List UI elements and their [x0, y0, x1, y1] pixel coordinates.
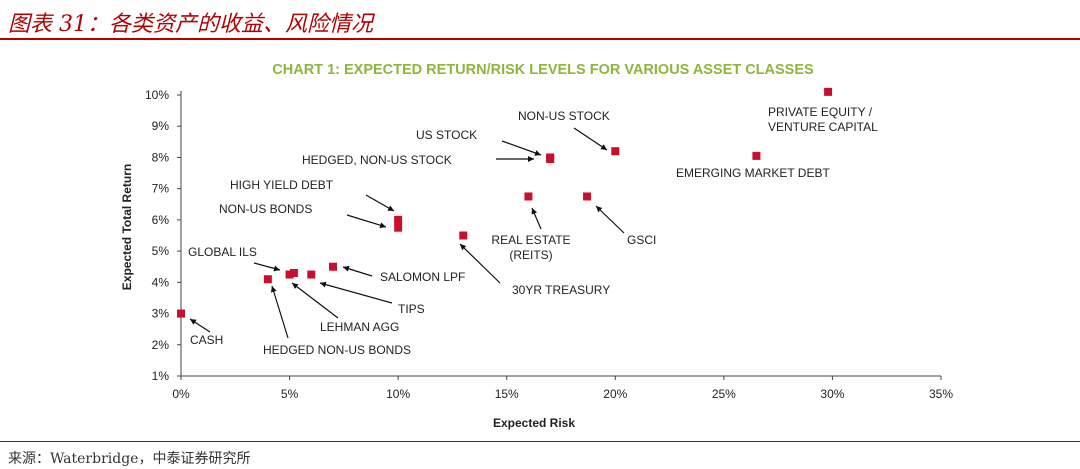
data-point-label: US STOCK: [416, 128, 477, 142]
y-tick-label: 1%: [152, 369, 170, 383]
x-tick-label: 10%: [386, 387, 410, 401]
data-point-marker: [285, 270, 294, 279]
data-points: [177, 87, 833, 318]
x-tick-label: 25%: [712, 387, 736, 401]
data-point-marker: [177, 309, 185, 318]
data-point-label: GSCI: [627, 233, 656, 247]
data-point-marker: [611, 147, 620, 156]
x-tick-label: 5%: [281, 387, 299, 401]
data-point-marker: [289, 268, 298, 277]
data-point-label: NON-US STOCK: [518, 109, 610, 123]
data-point-marker: [824, 87, 833, 96]
label-arrow: [459, 243, 501, 284]
data-point-label: REAL ESTATE (REITS): [491, 233, 570, 262]
label-arrow: [365, 194, 395, 212]
data-point-label: SALOMON LPF: [380, 270, 465, 284]
x-tick-label: 30%: [820, 387, 844, 401]
footer-source: 来源：Waterbridge，中泰证券研究所: [8, 451, 251, 467]
x-axis-title: Expected Risk: [493, 416, 575, 430]
data-point-label: PRIVATE EQUITY / VENTURE CAPITAL: [768, 105, 878, 134]
data-point-label: TIPS: [398, 302, 425, 316]
data-point-marker: [394, 215, 403, 224]
x-tick-label: 15%: [495, 387, 519, 401]
data-point-marker: [524, 192, 533, 201]
x-tick-label: 35%: [929, 387, 953, 401]
y-tick-label: 4%: [152, 275, 170, 289]
data-point-label: HIGH YIELD DEBT: [230, 178, 334, 192]
scatter-chart: CHART 1: EXPECTED RETURN/RISK LEVELS FOR…: [120, 62, 953, 430]
data-point-label: GLOBAL ILS: [188, 245, 257, 259]
x-tick-label: 0%: [172, 387, 190, 401]
y-tick-label: 6%: [152, 213, 170, 227]
data-point-marker: [583, 192, 592, 201]
y-tick-label: 8%: [152, 150, 170, 164]
label-arrow: [531, 207, 542, 230]
y-tick-label: 10%: [145, 88, 169, 102]
data-point-label: 30YR TREASURY: [512, 283, 610, 297]
data-point-label: LEHMAN AGG: [320, 320, 399, 334]
label-arrow: [595, 205, 625, 234]
data-point-marker: [394, 223, 403, 232]
data-point-marker: [752, 151, 761, 160]
data-point-label: NON-US BONDS: [219, 202, 312, 216]
data-point-label: HEDGED NON-US BONDS: [263, 343, 411, 357]
label-arrow: [270, 285, 289, 339]
data-point-marker: [329, 262, 337, 271]
label-arrow: [573, 127, 608, 151]
x-tick-label: 20%: [603, 387, 627, 401]
figure-header-title: 图表 31：各类资产的收益、风险情况: [8, 12, 373, 37]
label-arrow: [253, 262, 281, 272]
y-tick-label: 7%: [152, 182, 170, 196]
y-tick-label: 3%: [152, 307, 170, 321]
axes: 1% 2% 3% 4% 5% 6% 7% 8% 9% 10% 0% 5% 10% 15% 20% 25% 30%…: [145, 88, 953, 401]
data-point-marker: [307, 270, 316, 279]
label-arrow: [189, 318, 211, 333]
chart-title: CHART 1: EXPECTED RETURN/RISK LEVELS FOR…: [272, 62, 814, 78]
footer-divider: [0, 441, 1080, 442]
point-labels: CASH GLOBAL ILS HEDGED NON-US BONDS LEHMAN …: [188, 105, 878, 357]
header-divider: [0, 38, 1080, 40]
y-tick-label: 5%: [152, 244, 170, 258]
y-tick-label: 9%: [152, 119, 170, 133]
label-arrow: [501, 140, 542, 156]
y-tick-label: 2%: [152, 338, 170, 352]
data-point-marker: [546, 153, 555, 162]
data-point-label: HEDGED, NON-US STOCK: [302, 153, 452, 167]
data-point-marker: [459, 231, 468, 240]
label-arrow: [342, 265, 373, 277]
label-arrow: [291, 282, 339, 319]
y-axis-title: Expected Total Return: [120, 164, 134, 290]
label-arrow: [346, 214, 387, 229]
data-point-marker: [263, 275, 272, 284]
data-point-label: CASH: [190, 333, 223, 347]
label-arrow: [319, 281, 393, 304]
data-point-label: EMERGING MARKET DEBT: [676, 166, 830, 180]
label-arrows: [189, 127, 625, 339]
